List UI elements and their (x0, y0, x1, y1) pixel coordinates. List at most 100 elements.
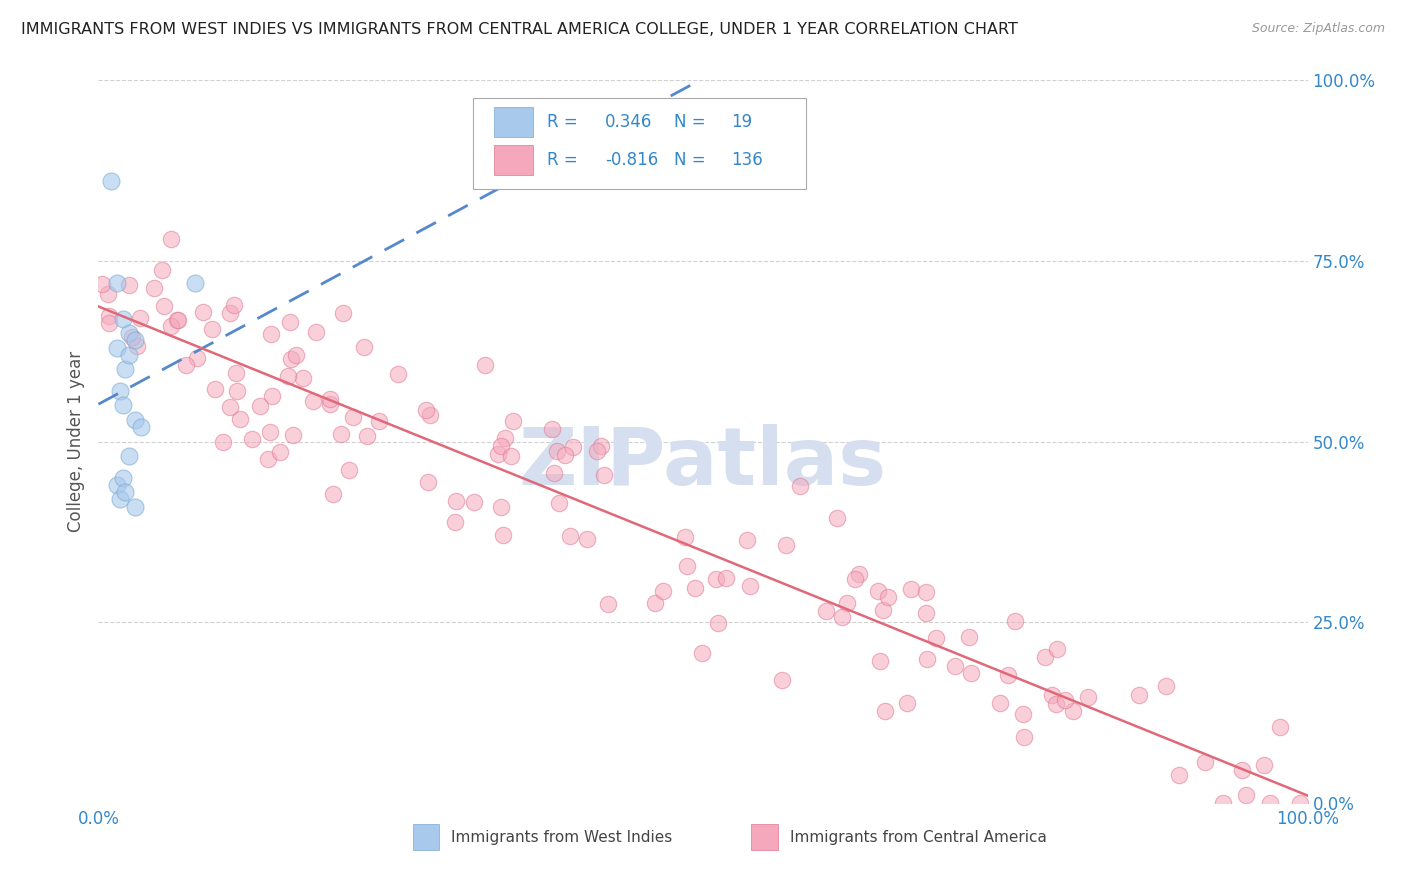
Point (770, 673, 793, 687)
Text: R =: R = (547, 112, 583, 131)
Point (561, 440, 583, 454)
Point (111, 398, 134, 412)
Point (98, 310, 121, 324)
Text: -0.816: -0.816 (605, 151, 658, 169)
Point (222, 298, 245, 312)
Point (596, 597, 619, 611)
Point (491, 528, 513, 542)
Point (160, 232, 183, 246)
Point (353, 340, 375, 354)
Point (305, 325, 328, 339)
Point (240, 432, 263, 446)
Point (291, 371, 314, 385)
Point (415, 403, 437, 417)
Point (593, 467, 616, 482)
Point (260, 327, 283, 342)
Point (502, 414, 524, 428)
Point (418, 408, 440, 422)
Point (127, 339, 149, 353)
Point (184, 276, 207, 290)
Point (1268, 720, 1291, 734)
Point (150, 263, 173, 277)
Point (652, 583, 675, 598)
Point (225, 366, 247, 380)
Point (1194, 756, 1216, 770)
Point (714, 571, 737, 585)
Point (280, 351, 302, 366)
Point (124, 413, 146, 427)
Point (575, 532, 598, 546)
Point (957, 630, 980, 644)
Point (97, 287, 120, 301)
Point (543, 466, 565, 480)
Point (302, 393, 325, 408)
Point (896, 696, 918, 710)
Point (1212, 796, 1234, 810)
Point (706, 615, 728, 630)
Point (866, 583, 889, 598)
Point (541, 422, 564, 436)
Point (872, 603, 894, 617)
Point (118, 278, 141, 293)
Point (332, 305, 354, 319)
Text: Immigrants from Central America: Immigrants from Central America (790, 830, 1047, 845)
Point (486, 447, 509, 461)
FancyBboxPatch shape (474, 98, 806, 189)
Point (277, 368, 299, 383)
Point (256, 451, 278, 466)
Point (814, 604, 837, 618)
Point (1011, 706, 1033, 721)
Point (848, 567, 870, 582)
Point (91, 277, 114, 292)
Y-axis label: College, Under 1 year: College, Under 1 year (66, 351, 84, 533)
Point (474, 358, 496, 372)
Point (835, 595, 858, 609)
Point (342, 410, 364, 425)
Point (844, 572, 866, 586)
Text: R =: R = (547, 151, 583, 169)
Point (97, 316, 120, 330)
Point (554, 448, 576, 462)
Point (219, 306, 242, 320)
Text: ZIPatlas: ZIPatlas (519, 425, 887, 502)
Point (226, 384, 249, 398)
Point (204, 382, 226, 396)
Point (219, 400, 242, 414)
Point (108, 492, 131, 507)
Point (1258, 796, 1281, 810)
Point (118, 348, 141, 362)
Point (704, 573, 727, 587)
Point (114, 485, 136, 500)
Point (111, 470, 134, 484)
Point (1045, 698, 1067, 712)
FancyBboxPatch shape (494, 145, 533, 175)
Text: 0.346: 0.346 (605, 112, 652, 131)
Point (925, 632, 948, 646)
Point (1012, 730, 1035, 744)
Point (1077, 690, 1099, 704)
Point (211, 434, 233, 449)
Point (1128, 688, 1150, 702)
Point (129, 420, 152, 434)
Point (124, 334, 146, 348)
Point (121, 330, 143, 344)
Point (418, 475, 440, 489)
Point (329, 426, 352, 441)
Text: N =: N = (673, 151, 711, 169)
Text: 136: 136 (731, 151, 762, 169)
Point (1253, 757, 1275, 772)
Point (108, 384, 131, 398)
Point (444, 493, 467, 508)
Point (644, 596, 666, 610)
Point (105, 276, 128, 290)
Point (491, 500, 513, 514)
Point (915, 585, 938, 599)
Point (142, 281, 165, 295)
FancyBboxPatch shape (494, 106, 533, 136)
Point (943, 659, 966, 673)
Point (877, 591, 900, 605)
Point (548, 496, 571, 510)
Point (914, 606, 936, 620)
Point (186, 351, 208, 365)
Point (960, 666, 983, 681)
